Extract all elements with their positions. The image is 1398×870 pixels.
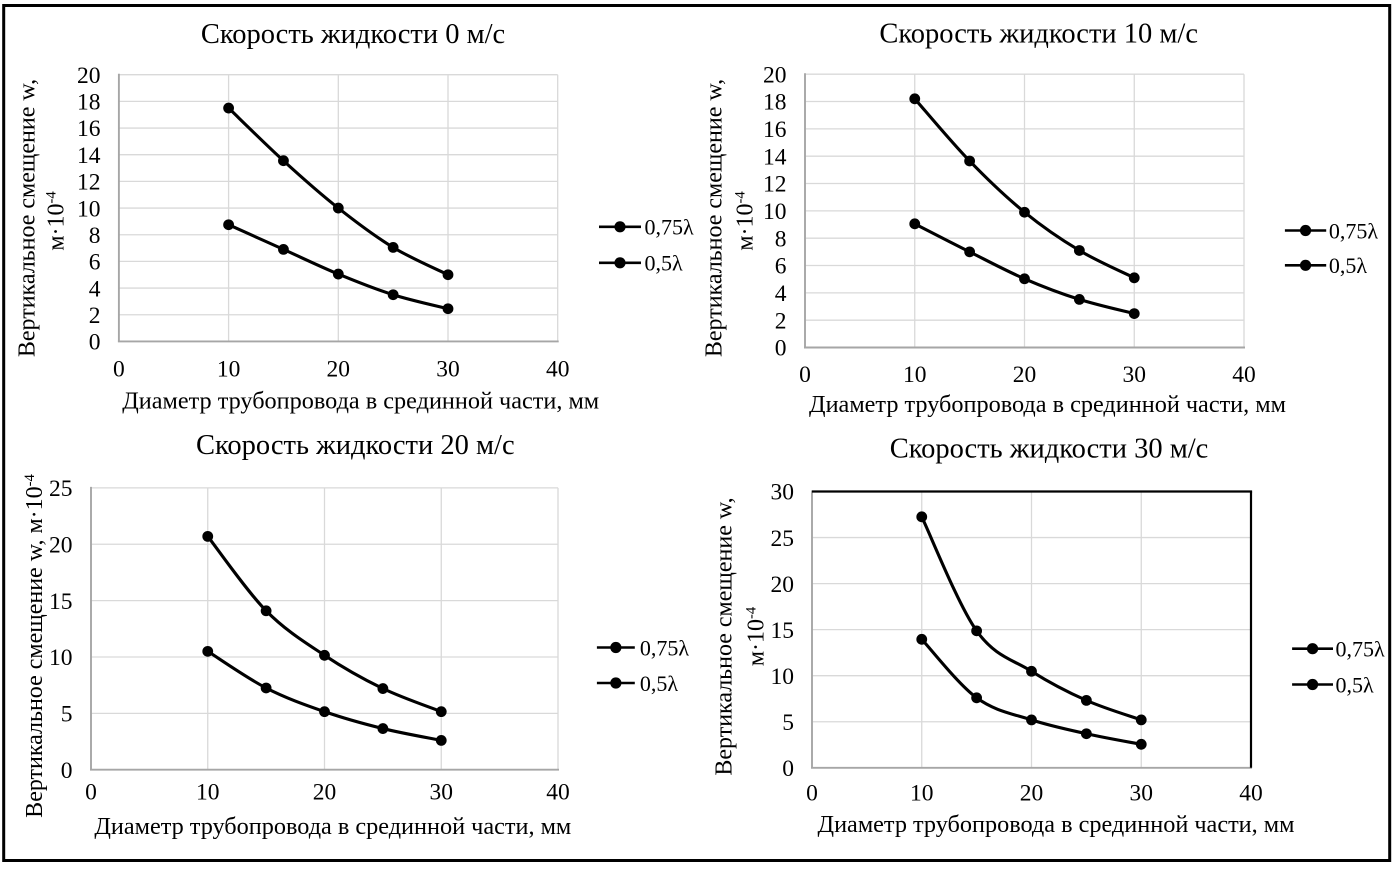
svg-text:30: 30 xyxy=(771,480,795,506)
svg-text:10: 10 xyxy=(910,780,934,806)
svg-text:10: 10 xyxy=(217,356,241,382)
svg-text:30: 30 xyxy=(1123,362,1147,388)
svg-text:5: 5 xyxy=(782,710,794,736)
svg-text:0,5λ: 0,5λ xyxy=(640,671,679,696)
svg-text:0: 0 xyxy=(61,758,73,784)
svg-text:16: 16 xyxy=(763,117,787,143)
svg-text:0: 0 xyxy=(89,330,101,356)
svg-text:Вертикальное смещение w,: Вертикальное смещение w, xyxy=(15,79,41,357)
svg-text:6: 6 xyxy=(89,250,101,276)
svg-text:0: 0 xyxy=(806,780,818,806)
svg-text:40: 40 xyxy=(1239,780,1263,806)
svg-text:40: 40 xyxy=(546,356,570,382)
svg-text:Диаметр трубопровода в срединн: Диаметр трубопровода в срединной части, … xyxy=(94,813,571,840)
svg-text:20: 20 xyxy=(49,532,73,558)
svg-text:25: 25 xyxy=(49,476,73,502)
svg-text:30: 30 xyxy=(436,356,460,382)
svg-text:20: 20 xyxy=(1013,362,1037,388)
svg-text:Диаметр трубопровода в срединн: Диаметр трубопровода в срединной части, … xyxy=(818,811,1295,838)
svg-text:14: 14 xyxy=(77,143,101,169)
svg-text:0,5λ: 0,5λ xyxy=(1336,672,1375,697)
svg-text:Вертикальное смещение w,: Вертикальное смещение w, xyxy=(712,497,738,775)
svg-text:4: 4 xyxy=(775,281,787,307)
svg-text:20: 20 xyxy=(771,572,795,598)
svg-text:5: 5 xyxy=(61,702,73,728)
svg-text:Диаметр трубопровода в срединн: Диаметр трубопровода в срединной части, … xyxy=(122,388,599,415)
svg-text:14: 14 xyxy=(763,144,787,170)
svg-text:8: 8 xyxy=(89,223,101,249)
svg-text:16: 16 xyxy=(77,116,101,142)
svg-text:Вертикальное смещение w, м·10-: Вертикальное смещение w, м·10-4 xyxy=(22,473,48,817)
svg-text:0,75λ: 0,75λ xyxy=(1336,637,1386,662)
svg-text:0,5λ: 0,5λ xyxy=(1329,253,1368,278)
svg-text:Скорость жидкости 10 м/с: Скорость жидкости 10 м/с xyxy=(879,18,1198,49)
svg-text:0,75λ: 0,75λ xyxy=(1329,218,1379,243)
svg-text:10: 10 xyxy=(903,362,927,388)
svg-text:10: 10 xyxy=(196,780,220,806)
svg-text:30: 30 xyxy=(430,780,454,806)
svg-text:12: 12 xyxy=(763,172,787,198)
svg-text:25: 25 xyxy=(771,526,795,552)
svg-text:10: 10 xyxy=(763,199,787,225)
svg-text:12: 12 xyxy=(77,170,101,196)
svg-text:15: 15 xyxy=(771,618,795,644)
svg-text:0,5λ: 0,5λ xyxy=(645,251,684,276)
svg-text:8: 8 xyxy=(775,226,787,252)
svg-text:0: 0 xyxy=(775,336,787,362)
svg-text:0,75λ: 0,75λ xyxy=(640,635,690,660)
svg-text:18: 18 xyxy=(77,90,101,116)
svg-text:0,75λ: 0,75λ xyxy=(645,215,695,240)
svg-text:40: 40 xyxy=(1232,362,1256,388)
svg-text:10: 10 xyxy=(77,196,101,222)
svg-text:м·10-4: м·10-4 xyxy=(44,191,70,251)
svg-text:Вертикальное смещение w,: Вертикальное смещение w, xyxy=(702,79,728,357)
svg-text:20: 20 xyxy=(77,63,101,89)
svg-text:20: 20 xyxy=(313,780,337,806)
svg-text:40: 40 xyxy=(546,780,570,806)
svg-text:Скорость жидкости 30 м/с: Скорость жидкости 30 м/с xyxy=(890,434,1209,465)
svg-text:20: 20 xyxy=(1020,780,1044,806)
svg-text:Скорость жидкости 20 м/с: Скорость жидкости 20 м/с xyxy=(196,430,515,461)
svg-text:20: 20 xyxy=(327,356,351,382)
svg-text:18: 18 xyxy=(763,90,787,116)
svg-text:Скорость жидкости 0 м/с: Скорость жидкости 0 м/с xyxy=(201,19,505,50)
svg-text:0: 0 xyxy=(85,780,97,806)
svg-text:0: 0 xyxy=(799,362,811,388)
svg-text:0: 0 xyxy=(782,756,794,782)
svg-text:2: 2 xyxy=(89,303,101,329)
svg-text:0: 0 xyxy=(113,356,125,382)
svg-text:Диаметр трубопровода в срединн: Диаметр трубопровода в срединной части, … xyxy=(809,391,1286,418)
svg-text:4: 4 xyxy=(89,276,101,302)
svg-text:20: 20 xyxy=(763,62,787,88)
svg-text:2: 2 xyxy=(775,308,787,334)
svg-text:10: 10 xyxy=(771,664,795,690)
svg-text:10: 10 xyxy=(49,645,73,671)
svg-text:6: 6 xyxy=(775,254,787,280)
svg-text:15: 15 xyxy=(49,589,73,615)
svg-text:30: 30 xyxy=(1130,780,1154,806)
